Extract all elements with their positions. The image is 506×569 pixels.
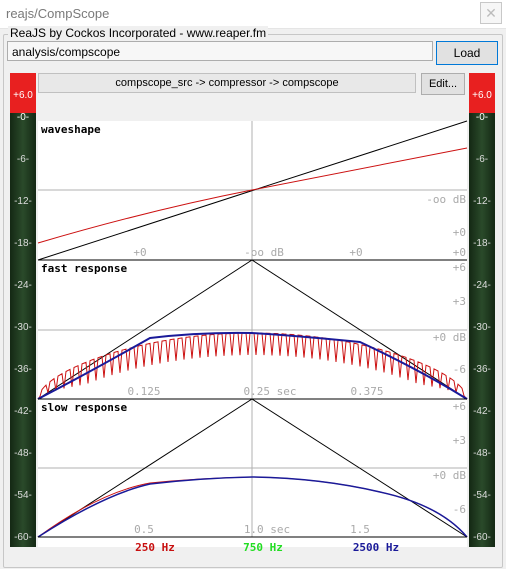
waveshape-right-label-0: -oo dB [426, 193, 466, 206]
edit-button[interactable]: Edit... [421, 73, 465, 95]
fast-label-center: 0.25 sec [244, 385, 297, 398]
left-meter-tick: -0- [17, 112, 29, 123]
left-meter-tick: -18- [14, 238, 32, 249]
fast-response-title: fast response [41, 262, 127, 275]
right-meter-tick: -48- [473, 448, 491, 459]
left-meter-tick: -6- [17, 154, 29, 165]
left-meter-tick: -36- [14, 364, 32, 375]
script-path-field[interactable]: analysis/compscope [7, 41, 433, 61]
fast-label-right: 0.375 [350, 385, 383, 398]
right-peak-label: +6.0 [472, 90, 492, 101]
waveshape-panel: waveshape +0 -oo dB +0 -oo dB +0 +0 [37, 120, 468, 261]
slow-label-right: 1.5 [350, 523, 370, 536]
window-title: reajs/CompScope [6, 6, 110, 21]
slow-response-panel: slow response 0.5 1.0 sec 1.5 +6 +3 +0 d… [37, 398, 468, 538]
right-meter-tick: -6- [476, 154, 488, 165]
frequency-legend: 250 Hz 750 Hz 2500 Hz [135, 541, 399, 554]
slow-right-label-0: +6 [453, 400, 466, 413]
waveshape-label-left: +0 [133, 246, 146, 259]
left-meter-tick: -24- [14, 280, 32, 291]
left-meter-tick: -30- [14, 322, 32, 333]
right-meter-tick: -0- [476, 112, 488, 123]
left-meter-tick: -48- [14, 448, 32, 459]
left-level-meter: +6.0 -0- -6- -12- -18- -24- -30- -36- -42- -48- -… [10, 73, 36, 547]
fast-right-label-1: +3 [453, 295, 466, 308]
waveshape-title: waveshape [41, 123, 101, 136]
left-peak-label: +6.0 [13, 90, 33, 101]
legend-2500hz: 2500 Hz [353, 541, 399, 554]
right-level-meter: +6.0 -0- -6- -12- -18- -24- -30- -36- -42- -48- -… [469, 73, 495, 547]
fast-right-label-0: +6 [453, 261, 466, 274]
legend-750hz: 750 Hz [243, 541, 283, 554]
fast-right-label-2: +0 dB [433, 331, 466, 344]
close-button[interactable]: ✕ [480, 2, 502, 24]
slow-right-label-2: +0 dB [433, 469, 466, 482]
right-meter-tick: -60- [473, 532, 491, 543]
fast-right-label-3: -6 [453, 363, 466, 376]
slow-label-center: 1.0 sec [244, 523, 290, 536]
slow-right-label-1: +3 [453, 434, 466, 447]
right-meter-tick: -30- [473, 322, 491, 333]
slow-label-left: 0.5 [134, 523, 154, 536]
waveshape-right-label-2: +0 [453, 246, 466, 259]
waveshape-right-label-1: +0 [453, 226, 466, 239]
fast-label-left: 0.125 [127, 385, 160, 398]
slow-right-label-3: -6 [453, 503, 466, 516]
waveshape-label-right: +0 [349, 246, 362, 259]
right-meter-tick: -54- [473, 490, 491, 501]
waveshape-label-center: -oo dB [244, 246, 284, 259]
group-label: ReaJS by Cockos Incorporated - www.reape… [8, 26, 269, 40]
left-meter-tick: -54- [14, 490, 32, 501]
fast-response-panel: fast response 0.125 0.25 sec 0.375 +6 +3… [37, 259, 468, 400]
right-meter-tick: -24- [473, 280, 491, 291]
right-meter-tick: -42- [473, 406, 491, 417]
load-button[interactable]: Load [436, 41, 498, 65]
left-meter-tick: -60- [14, 532, 32, 543]
legend-250hz: 250 Hz [135, 541, 175, 554]
slow-response-title: slow response [41, 401, 127, 414]
left-meter-tick: -12- [14, 196, 32, 207]
right-meter-tick: -12- [473, 196, 491, 207]
right-meter-tick: -18- [473, 238, 491, 249]
routing-display: compscope_src -> compressor -> compscope [38, 73, 416, 93]
right-meter-tick: -36- [473, 364, 491, 375]
left-meter-tick: -42- [14, 406, 32, 417]
